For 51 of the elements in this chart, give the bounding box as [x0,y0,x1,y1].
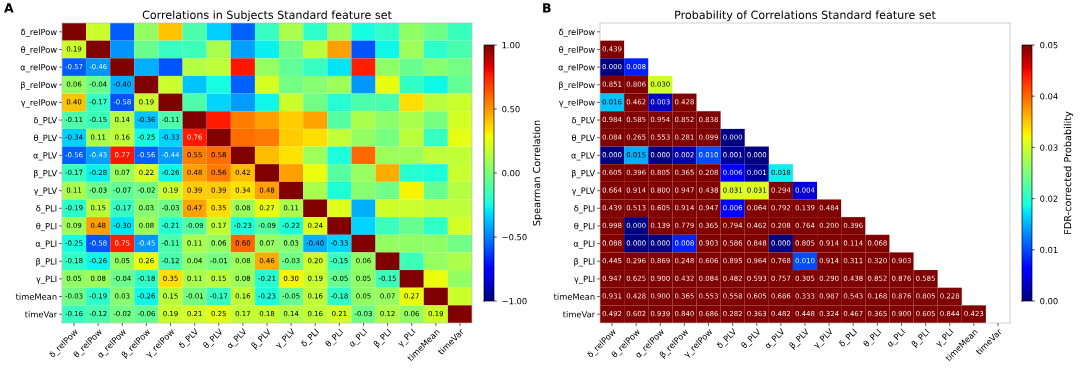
y-tick-label: α_PLI [573,240,595,249]
y-tick-label: α_relPow [20,63,57,73]
y-tick-label: γ_PLV [33,187,58,196]
y-tick-label: β_PLI [574,258,595,267]
color-bar-title: FDR-corrected Probability [1063,111,1074,234]
y-tick-label: δ_relPow [559,28,595,37]
y-tick-label: β_PLV [571,169,596,179]
color-bar-label: 0.00 [502,169,520,177]
y-tick-label: β_PLV [33,169,58,179]
y-tick-label: timeVar [24,311,58,318]
y-tick-label: γ_relPow [20,99,57,108]
color-bar-label: 0.02 [1040,195,1058,202]
y-tick-label: θ_PLV [571,134,596,143]
y-tick-label: timeMean [15,293,57,300]
color-bar-label: 0.50 [502,105,520,113]
text: B [543,3,551,13]
color-bar-title: Spearman Correlation [532,120,543,226]
y-tick-label: timeVar [562,311,596,318]
chart-title: Correlations in Subjects Standard feature set [142,10,392,22]
y-tick-label: timeMean [553,293,595,300]
y-tick-label: β_relPow [559,81,595,90]
y-tick-label: α_PLV [571,152,596,161]
y-tick-label: γ_PLI [36,275,57,284]
color-bar-label: 0.03 [1040,144,1058,151]
y-tick-label: α_PLV [33,152,58,161]
y-tick-label: θ_PLI [574,222,595,232]
y-tick-label: δ_PLI [36,205,57,214]
y-tick-label: θ_PLV [33,134,58,143]
text: A [4,3,14,13]
y-tick-label: θ_PLI [36,222,57,232]
color-bar-label: 0.00 [1040,297,1058,305]
color-bar-label: 0.01 [1040,246,1058,254]
y-tick-label: γ_relPow [558,99,595,108]
y-tick-label: δ_relPow [21,28,57,37]
y-tick-label: θ_relPow [21,46,57,55]
chart-title: Probability of Correlations Standard feature set [675,10,936,22]
y-tick-label: γ_PLV [571,187,596,196]
y-tick-label: θ_relPow [559,46,595,55]
y-tick-label: β_relPow [21,81,57,90]
color-bar-label: 0.04 [1040,93,1058,100]
color-bar-label: 0.05 [1040,41,1058,49]
y-tick-label: γ_PLI [574,275,595,284]
y-tick-label: β_PLI [36,258,57,267]
y-tick-label: δ_PLV [33,116,58,126]
y-tick-label: δ_PLV [571,116,596,126]
y-tick-label: δ_PLI [574,205,595,214]
y-tick-label: α_relPow [558,63,595,73]
color-bar-label: −1.00 [502,297,527,305]
color-bar-label: 1.00 [502,41,520,49]
color-bar-label: −0.50 [502,233,527,241]
y-tick-label: α_PLI [35,240,57,249]
